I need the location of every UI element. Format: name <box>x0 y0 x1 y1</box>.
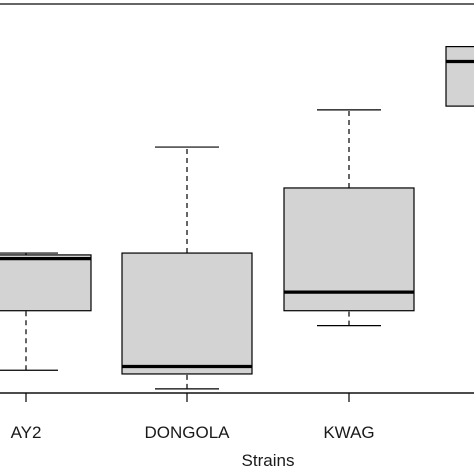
box-kwag <box>283 109 415 327</box>
box-kw <box>445 45 474 107</box>
x-axis-title: Strains <box>242 451 295 470</box>
iqr-box <box>283 187 415 312</box>
box-dongola <box>121 146 253 390</box>
x-axis: AY2DONGOLAKWAGKW <box>0 392 474 442</box>
iqr-box <box>121 252 253 375</box>
x-tick-label: AY2 <box>11 423 42 442</box>
iqr-box <box>445 45 474 107</box>
iqr-box <box>0 254 92 312</box>
x-tick-label: KWAG <box>323 423 374 442</box>
x-tick-label: DONGOLA <box>144 423 230 442</box>
plot-area <box>0 3 474 394</box>
box-ay2 <box>0 252 92 371</box>
